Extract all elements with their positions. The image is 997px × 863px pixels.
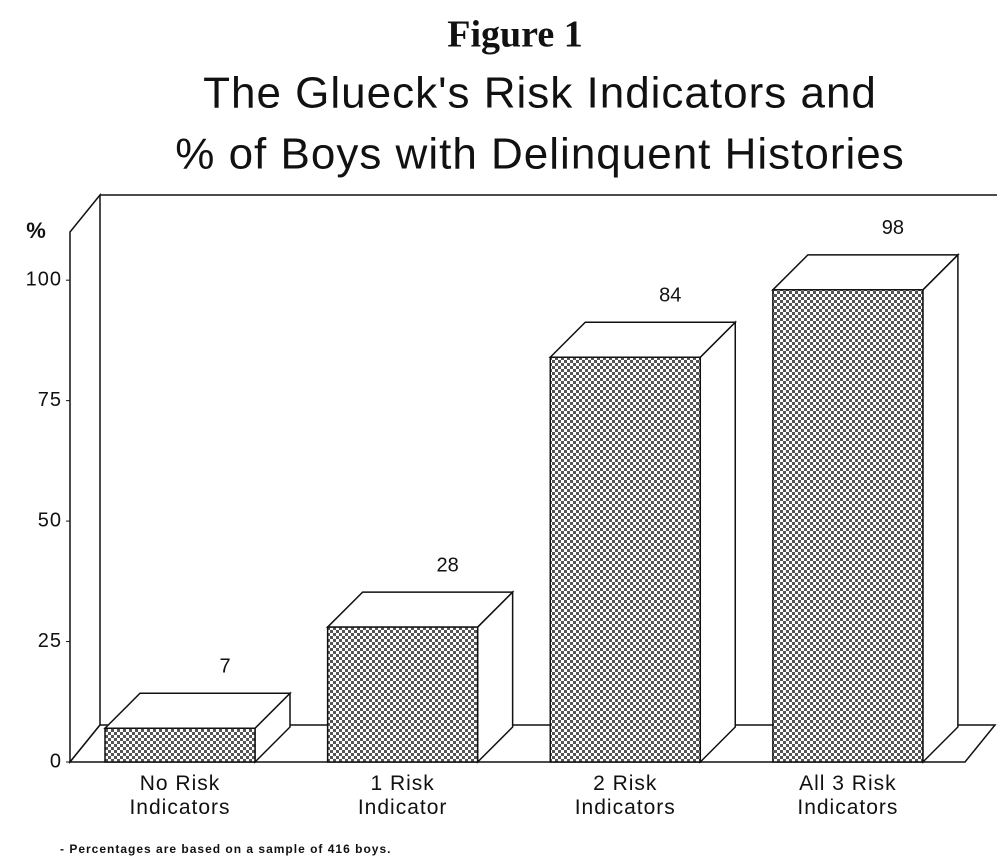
- bar: [772, 289, 924, 763]
- chart-subtitle: % of Boys with Delinquent Histories: [175, 130, 905, 179]
- chart-title: Figure 1: [447, 14, 582, 56]
- value-label: 84: [659, 285, 681, 307]
- y-tick-label: 0: [50, 750, 62, 772]
- y-tick-label: 100: [26, 268, 62, 290]
- x-tick-label: All 3 Risk Indicators: [797, 772, 899, 819]
- value-label: 98: [882, 217, 904, 239]
- value-label: 28: [437, 554, 459, 576]
- y-tick-label: 50: [38, 509, 62, 531]
- left-wall: [69, 192, 101, 765]
- bar: [326, 626, 479, 763]
- x-tick-label: 1 Risk Indicator: [357, 772, 448, 819]
- value-label: 7: [219, 656, 230, 678]
- x-tick-label: 2 Risk Indicators: [574, 772, 676, 819]
- footnote: - Percentages are based on a sample of 4…: [60, 842, 391, 856]
- chart-subtitle: The Glueck's Risk Indicators and: [203, 69, 877, 118]
- y-tick-label: 25: [38, 630, 62, 652]
- bar-side: [922, 253, 959, 764]
- bar: [104, 727, 256, 763]
- x-tick-label: No Risk Indicators: [129, 772, 231, 819]
- bar: [549, 356, 702, 763]
- y-axis-label: %: [26, 218, 46, 243]
- y-tick-label: 75: [38, 389, 62, 411]
- bar-side: [699, 320, 737, 764]
